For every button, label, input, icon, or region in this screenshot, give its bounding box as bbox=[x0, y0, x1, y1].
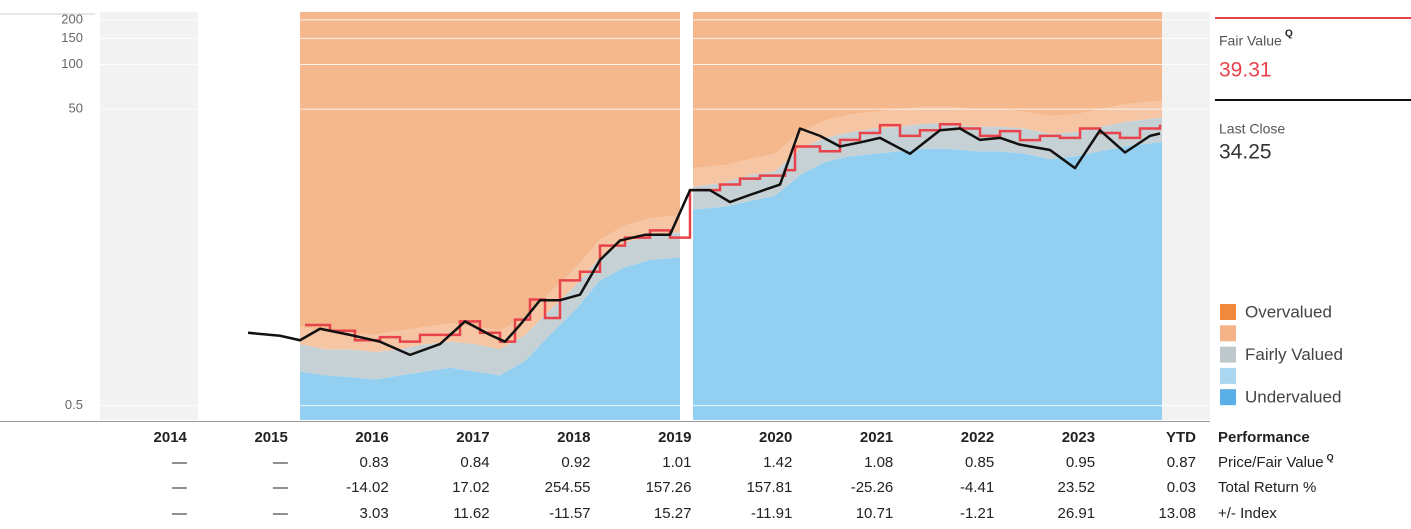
last-close-label: Last Close bbox=[1219, 121, 1285, 137]
table-cell: 1.01 bbox=[662, 454, 691, 471]
shaded-column bbox=[100, 12, 198, 420]
valuation-band bbox=[300, 100, 1162, 353]
table-cell: -11.91 bbox=[751, 505, 792, 522]
legend-label: Fairly Valued bbox=[1245, 345, 1343, 364]
legend-label: Undervalued bbox=[1245, 388, 1341, 407]
table-cell: 13.08 bbox=[1158, 505, 1196, 522]
legend-swatch bbox=[1220, 304, 1236, 320]
plot-area bbox=[300, 12, 1162, 420]
table-cell: -14.02 bbox=[346, 479, 389, 496]
fair-value-label: Fair Value bbox=[1219, 33, 1282, 49]
table-cell: — bbox=[273, 479, 288, 496]
table-cell: 0.83 bbox=[360, 454, 389, 471]
table-cell: 10.71 bbox=[856, 505, 894, 522]
row-label: Price/Fair Value bbox=[1218, 454, 1324, 471]
row-label: Total Return % bbox=[1218, 479, 1316, 496]
table-cell: 1.08 bbox=[864, 454, 893, 471]
column-header: 2020 bbox=[759, 429, 792, 446]
table-cell: 254.55 bbox=[545, 479, 591, 496]
valuation-band bbox=[300, 12, 1162, 335]
table-cell: 15.27 bbox=[654, 505, 692, 522]
table-cell: 3.03 bbox=[360, 505, 389, 522]
table-cell: -1.21 bbox=[960, 505, 994, 522]
table-cell: — bbox=[273, 454, 288, 471]
table-cell: 0.85 bbox=[965, 454, 994, 471]
fair-value-current: 39.31 bbox=[1219, 59, 1272, 82]
column-header: YTD bbox=[1166, 429, 1196, 446]
table-cell: 1.42 bbox=[763, 454, 792, 471]
column-header: 2015 bbox=[254, 429, 287, 446]
shaded-column bbox=[1162, 12, 1210, 420]
table-cell: -11.57 bbox=[549, 505, 590, 522]
table-cell: 0.03 bbox=[1167, 479, 1196, 496]
table-cell: 17.02 bbox=[452, 479, 490, 496]
last-close-current: 34.25 bbox=[1219, 141, 1272, 164]
column-header: 2014 bbox=[154, 429, 188, 446]
y-tick-label: 50 bbox=[69, 101, 83, 116]
table-cell: — bbox=[273, 505, 288, 522]
valuation-band bbox=[300, 142, 1162, 420]
table-cell: 0.84 bbox=[460, 454, 489, 471]
legend-label: Overvalued bbox=[1245, 302, 1332, 321]
row-label: +/- Index bbox=[1218, 505, 1277, 522]
column-header: 2017 bbox=[456, 429, 489, 446]
table-cell: 157.81 bbox=[746, 479, 792, 496]
y-tick-label: 100 bbox=[61, 56, 83, 71]
legend-swatch bbox=[1220, 325, 1236, 342]
y-tick-label: 200 bbox=[61, 11, 83, 26]
column-header: 2023 bbox=[1062, 429, 1095, 446]
table-cell: 26.91 bbox=[1058, 505, 1096, 522]
y-tick-label: 150 bbox=[61, 30, 83, 45]
table-cell: -4.41 bbox=[960, 479, 994, 496]
table-cell: 0.95 bbox=[1066, 454, 1095, 471]
column-header: 2021 bbox=[860, 429, 893, 446]
y-tick-label: 0.5 bbox=[65, 397, 83, 412]
column-header: 2022 bbox=[961, 429, 994, 446]
table-cell: 23.52 bbox=[1058, 479, 1096, 496]
badge: Q bbox=[1285, 29, 1293, 40]
valuation-band bbox=[300, 117, 1162, 380]
badge: Q bbox=[1327, 452, 1334, 462]
table-title: Performance bbox=[1218, 429, 1310, 446]
price-line bbox=[247, 127, 1161, 357]
table-cell: — bbox=[172, 505, 187, 522]
legend-swatch bbox=[1220, 389, 1236, 406]
table-cell: 11.62 bbox=[453, 505, 489, 522]
legend-swatch bbox=[1220, 367, 1236, 384]
column-header: 2018 bbox=[557, 429, 590, 446]
column-header: 2016 bbox=[355, 429, 388, 446]
table-cell: -25.26 bbox=[851, 479, 894, 496]
column-header: 2019 bbox=[658, 429, 691, 446]
table-cell: 0.87 bbox=[1167, 454, 1196, 471]
table-cell: — bbox=[172, 479, 187, 496]
legend-swatch bbox=[1220, 346, 1236, 363]
table-cell: — bbox=[172, 454, 187, 471]
table-cell: 0.92 bbox=[561, 454, 590, 471]
table-cell: 157.26 bbox=[646, 479, 692, 496]
